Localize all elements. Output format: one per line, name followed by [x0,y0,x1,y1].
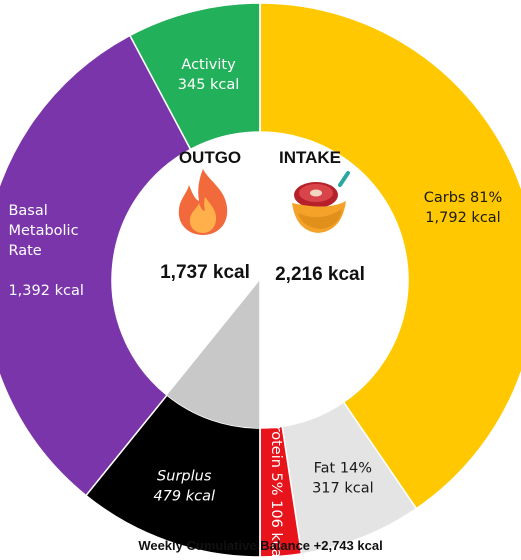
intake-total: 2,216 kcal [275,264,365,285]
food-bowl-icon [292,171,350,233]
outgo-label-activity: Activity 345 kcal [178,57,240,93]
intake-label-protein: Protein 5% 106 kcal [268,417,284,560]
outgo-total: 1,737 kcal [160,262,250,283]
outgo-label-basal-metabolic-rate: Basal Metabolic Rate 1,392 kcal [8,203,83,299]
weekly-balance-footer: Weekly Cumulative Balance +2,743 kcal [138,538,383,553]
intake-label-fat: Fat 14% 317 kcal [312,461,374,497]
outgo-title: OUTGO [179,148,241,167]
intake-label-carbs: Carbs 81% 1,792 kcal [424,190,503,226]
outgo-label-surplus: Surplus 479 kcal [153,468,215,504]
segment-labels: Carbs 81% 1,792 kcal Fat 14% 317 kcal Protei… [8,57,502,560]
surplus-center-wedge [167,280,260,428]
intake-title: INTAKE [279,148,341,167]
flame-icon [178,169,228,235]
